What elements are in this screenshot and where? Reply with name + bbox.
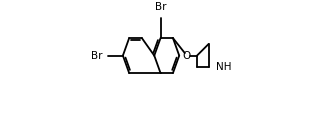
Text: NH: NH <box>216 62 231 72</box>
Text: Br: Br <box>155 2 166 12</box>
Text: O: O <box>183 51 191 61</box>
Text: Br: Br <box>91 51 102 61</box>
